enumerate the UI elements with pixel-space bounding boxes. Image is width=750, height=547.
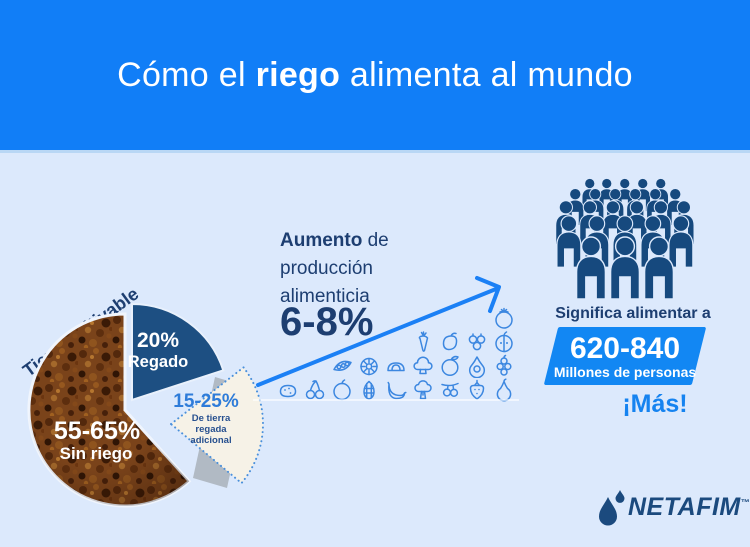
pie-slice-regada-adicional [169,365,264,485]
water-drop-icon [599,490,625,526]
ground-line [253,399,519,401]
growth-heading-line1: Aumento de [280,227,389,255]
person-icon [609,236,641,300]
header-banner: Cómo el riego alimenta al mundo [0,0,750,153]
slice-adicional-value: 15-25% [173,391,239,412]
slice-sin-riego-value: 55-65% [54,417,140,445]
produce-icons [270,306,516,402]
apple-half-icon [495,331,513,353]
blueberries-icon [468,333,486,351]
crowd-row [535,236,715,300]
olives-icon [441,382,459,397]
slice-adicional-label-1: De tierra [192,413,231,424]
bananas-icon [387,381,407,400]
growth-heading-bold: Aumento [280,230,363,251]
produce-row [270,378,516,402]
title-post: alimenta al mundo [340,55,633,94]
slice-regado-label: Regado [128,353,189,371]
feed-stat-content: 620-840 Millones de personas [551,327,699,385]
person-icon [668,215,694,268]
produce-row [270,354,516,378]
peas-icon [333,360,352,371]
slice-adicional-label-3: adicional [190,435,231,446]
growth-heading-line2: producción [280,258,373,279]
page-title: Cómo el riego alimenta al mundo [117,56,633,95]
mango-icon [442,332,458,351]
more-label: ¡Más! [622,390,688,418]
strawberry-icon [469,379,485,400]
growth-value: 6-8% [280,300,374,344]
avocado-icon [468,356,486,378]
title-highlight: riego [255,55,341,94]
growth-arrow-icon [256,276,501,387]
trademark-symbol: ™ [740,497,750,508]
brand-logo: NETAFIM™ [596,487,750,529]
grapes-icon [496,354,512,376]
pie-slice-sin-riego-shade [28,313,190,506]
tomato-icon [495,307,513,329]
pie-chart-svg: 20% Regado 55-65% Sin riego 15-25% De ti… [27,302,264,508]
feed-unit: Millones de personas [553,363,697,380]
feed-caption: Significa alimentar a [555,305,711,322]
pie-slice-regado [131,302,225,402]
slice-adicional-label-2: regada [195,424,227,435]
growth-heading: Aumento de producción alimenticia [280,227,389,311]
cherries-icon [305,380,325,400]
pie-chart: 20% Regado 55-65% Sin riego 15-25% De ti… [10,280,270,520]
feed-stat-box: 620-840 Millones de personas [543,327,707,385]
growth-heading-rest: de [362,230,389,251]
broccoli-icon [414,380,432,400]
slice-sin-riego-label: Sin riego [60,444,133,463]
potato-icon [279,384,297,398]
crowd-icon [535,178,715,306]
carrot-icon [418,331,429,352]
produce-row [270,330,516,354]
bread-icon [387,362,405,372]
person-icon [643,236,674,300]
title-pre: Cómo el [117,55,256,94]
feed-value: 620-840 [569,331,681,365]
growth-heading-line3: alimenticia [280,286,370,307]
kiwi-icon [360,357,378,376]
person-icon [556,215,582,268]
slice-regado-value: 20% [137,329,179,352]
brand-name: NETAFIM™ [628,493,750,522]
cauliflower-icon [413,356,433,375]
produce-row [270,306,516,330]
person-icon [576,236,607,300]
brand-name-text: NETAFIM [628,493,741,521]
lime-icon [441,355,459,377]
